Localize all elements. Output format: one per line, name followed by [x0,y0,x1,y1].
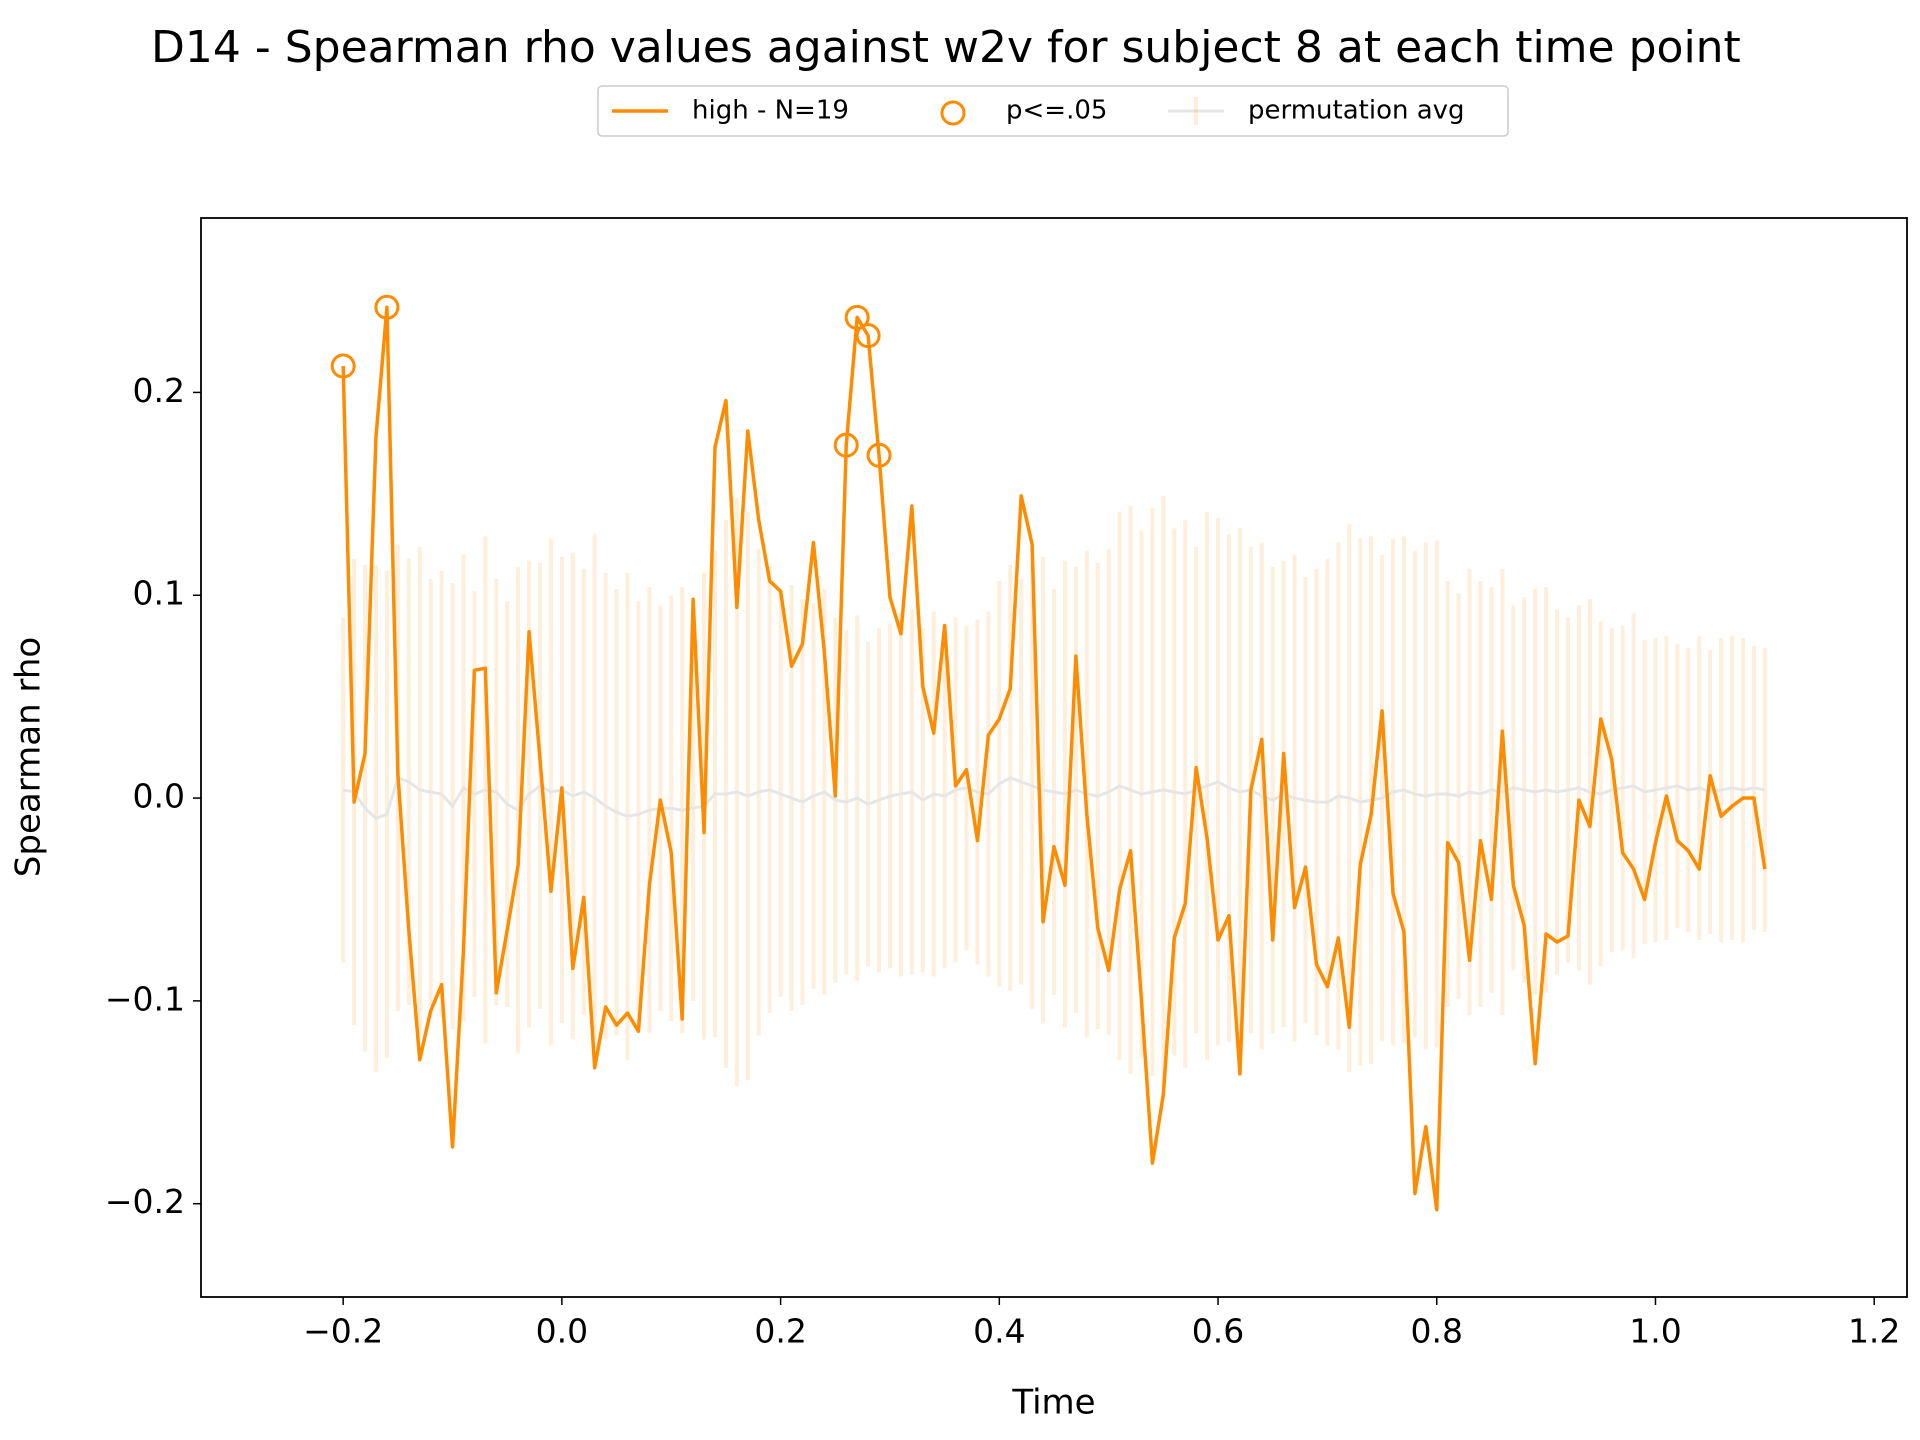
data-line [341,305,1767,1212]
x-tick-label: 0.2 [754,1312,806,1351]
plot-area [341,305,1767,1212]
x-tick-label: 0.6 [1192,1312,1244,1351]
x-tick-label: 0.4 [973,1312,1025,1351]
legend: high - N=19 p<=.05 permutation avg [597,85,1509,137]
significant-marker [374,294,400,320]
y-tick-label: 0.2 [133,371,185,410]
significant-marker [330,353,356,379]
legend-label: high - N=19 [692,96,849,126]
significant-marker [844,304,870,330]
plot-frame [200,217,1908,1298]
x-tick-label: 0.8 [1411,1312,1463,1351]
x-tick-label: 0.0 [536,1312,588,1351]
y-tick-label: −0.1 [105,979,185,1018]
significant-marker [866,442,892,468]
y-tick-label: 0.1 [133,574,185,613]
legend-label: p<=.05 [1006,96,1107,126]
legend-marker [940,100,966,126]
legend-label: permutation avg [1248,96,1465,126]
y-tick-label: −0.2 [105,1182,185,1221]
x-axis-label: Time [1011,1383,1095,1423]
permutation-line [342,775,1766,821]
x-tick-label: −0.2 [303,1312,383,1351]
y-axis-label: Spearman rho [9,637,49,877]
legend-box [597,85,1509,137]
significant-marker [833,432,859,458]
x-tick-label: 1.2 [1848,1312,1900,1351]
significant-marker [855,323,881,349]
x-tick-label: 1.0 [1629,1312,1681,1351]
chart-title: D14 - Spearman rho values against w2v fo… [151,22,1741,73]
y-tick-label: 0.0 [133,777,185,816]
